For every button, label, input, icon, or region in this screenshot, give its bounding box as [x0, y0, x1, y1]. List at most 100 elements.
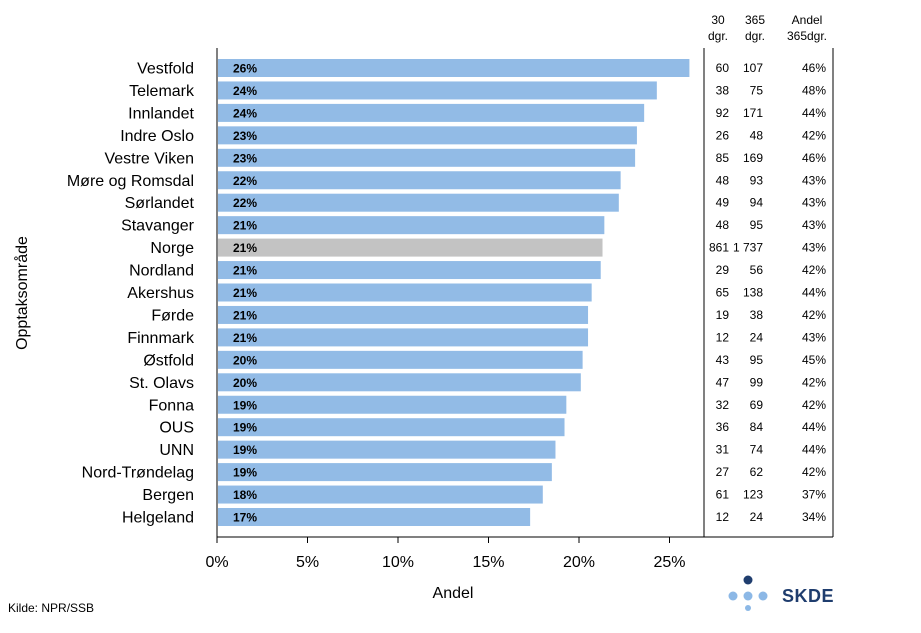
table-cell: 56 [750, 263, 764, 277]
category-label: Akershus [127, 285, 194, 302]
logo-text: SKDE [782, 586, 835, 606]
table-cell: 49 [716, 196, 730, 210]
bar [218, 103, 645, 122]
table-cell: 34% [802, 510, 826, 524]
table-cell: 65 [716, 286, 730, 300]
table-header: dgr. [708, 29, 728, 43]
category-label: Telemark [129, 83, 195, 100]
table-cell: 95 [750, 218, 764, 232]
bar [218, 418, 565, 437]
logo-dot [758, 591, 768, 601]
table-header: 365 [745, 13, 765, 27]
table-cell: 31 [716, 443, 730, 457]
table-cell: 45% [802, 353, 826, 367]
table-cell: 42% [802, 465, 826, 479]
table-cell: 42% [802, 398, 826, 412]
bar [218, 81, 657, 100]
category-label: Fonna [149, 397, 194, 414]
table-cell: 74 [750, 443, 764, 457]
x-tick-label: 20% [563, 554, 595, 571]
bar-value-label: 24% [233, 84, 257, 98]
table-header: Andel [792, 13, 823, 27]
table-cell: 12 [716, 510, 730, 524]
x-tick-label: 5% [296, 554, 319, 571]
table-cell: 42% [802, 375, 826, 389]
logo-dot [728, 591, 738, 601]
table-cell: 92 [716, 106, 730, 120]
bar [218, 440, 556, 459]
logo-dot-top [743, 575, 753, 585]
logo-dot-bottom [745, 605, 751, 611]
table-cell: 43% [802, 218, 826, 232]
category-label: Innlandet [128, 105, 194, 122]
bar-value-label: 18% [233, 488, 257, 502]
table-cell: 44% [802, 286, 826, 300]
table-cell: 32 [716, 398, 730, 412]
table-cell: 36 [716, 420, 730, 434]
bar-value-label: 21% [233, 241, 257, 255]
category-label: Vestre Viken [104, 150, 194, 167]
table-cell: 43% [802, 173, 826, 187]
table-cell: 169 [743, 151, 763, 165]
bar-highlight [218, 238, 603, 257]
table-cell: 46% [802, 151, 826, 165]
table-cell: 48 [716, 218, 730, 232]
bar-value-label: 19% [233, 466, 257, 480]
bar [218, 350, 583, 369]
table-cell: 99 [750, 375, 764, 389]
table-cell: 1 737 [733, 241, 763, 255]
table-cell: 44% [802, 443, 826, 457]
table-cell: 38 [750, 308, 764, 322]
category-label: Førde [151, 307, 194, 324]
bar-value-label: 23% [233, 151, 257, 165]
table-cell: 138 [743, 286, 763, 300]
category-label: Nord-Trøndelag [82, 465, 194, 482]
table-cell: 75 [750, 83, 764, 97]
table-cell: 60 [716, 61, 730, 75]
table-cell: 42% [802, 308, 826, 322]
table-cell: 48 [716, 173, 730, 187]
bar [218, 508, 531, 526]
bar-value-label: 19% [233, 421, 257, 435]
category-label: Norge [150, 240, 194, 257]
category-label: OUS [159, 420, 194, 437]
category-label: Indre Oslo [120, 128, 194, 145]
bar [218, 328, 589, 347]
bar [218, 485, 543, 504]
x-tick-label: 10% [382, 554, 414, 571]
table-cell: 46% [802, 61, 826, 75]
table-cell: 93 [750, 173, 764, 187]
category-label: UNN [159, 442, 194, 459]
bar [218, 59, 690, 77]
bar [218, 305, 589, 324]
table-cell: 43% [802, 196, 826, 210]
y-axis-title: Opptaksområde [13, 236, 31, 350]
table-cell: 107 [743, 61, 763, 75]
table-cell: 171 [743, 106, 763, 120]
table-cell: 61 [716, 488, 730, 502]
table-header: dgr. [745, 29, 765, 43]
skde-logo-icon [728, 575, 768, 611]
category-label: Bergen [142, 487, 194, 504]
source-note: Kilde: NPR/SSB [8, 601, 95, 615]
bar-value-label: 21% [233, 264, 257, 278]
bar-value-label: 21% [233, 219, 257, 233]
table-cell: 29 [716, 263, 730, 277]
bar-value-label: 17% [233, 511, 257, 525]
bar-value-label: 22% [233, 196, 257, 210]
table-cell: 44% [802, 106, 826, 120]
table-cell: 48% [802, 83, 826, 97]
bar [218, 126, 637, 145]
bar-value-label: 19% [233, 443, 257, 457]
table-cell: 24 [750, 330, 764, 344]
bar [218, 216, 605, 235]
table-cell: 19 [716, 308, 730, 322]
category-label: Helgeland [122, 510, 194, 527]
x-tick-label: 15% [472, 554, 504, 571]
category-label: Vestfold [137, 61, 194, 78]
bar-value-label: 24% [233, 106, 257, 120]
bar-value-label: 22% [233, 174, 257, 188]
bar-value-label: 20% [233, 353, 257, 367]
table-cell: 44% [802, 420, 826, 434]
